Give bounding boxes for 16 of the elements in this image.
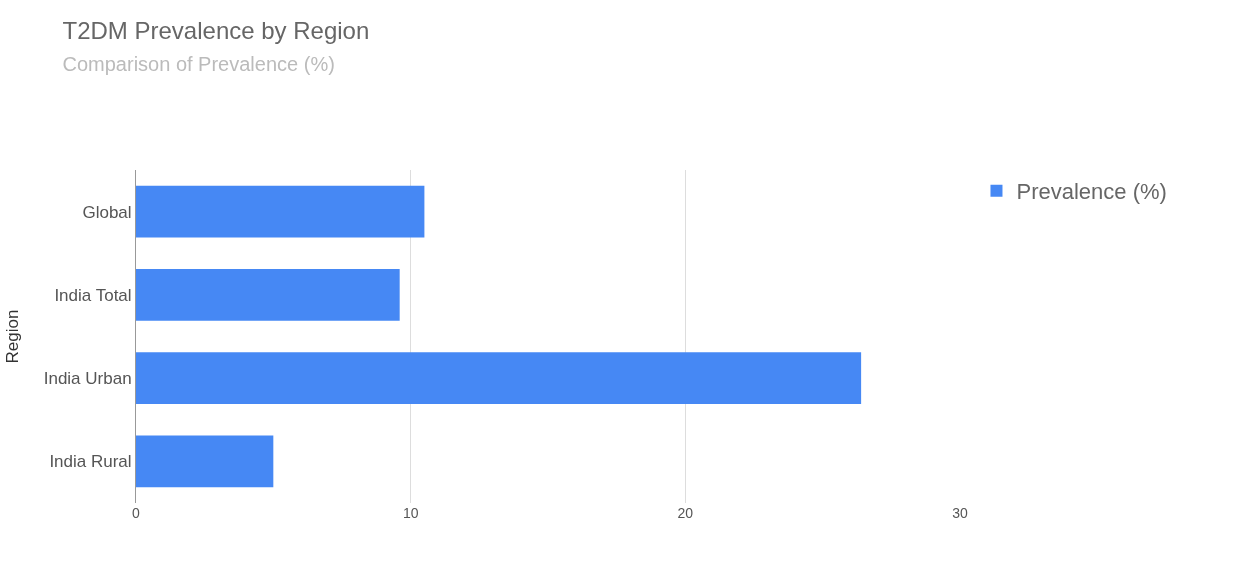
chart-title: T2DM Prevalence by Region [62, 17, 370, 45]
y-tick-label: India Urban [43, 369, 132, 389]
y-tick-label: India Rural [49, 452, 132, 472]
chart-subtitle: Comparison of Prevalence (%) [62, 52, 335, 75]
x-tick-label: 30 [952, 505, 968, 521]
bar [136, 185, 425, 238]
y-axis-title: Region [3, 309, 23, 364]
y-tick-label: Global [82, 202, 132, 222]
y-tick-label: India Total [54, 285, 132, 305]
bar [136, 269, 400, 321]
x-tick-label: 20 [677, 505, 694, 521]
bar [136, 435, 274, 488]
legend-label: Prevalence (%) [1016, 179, 1167, 205]
bar [136, 352, 862, 404]
x-tick-label: 0 [132, 505, 141, 521]
x-tick-label: 10 [402, 505, 419, 521]
